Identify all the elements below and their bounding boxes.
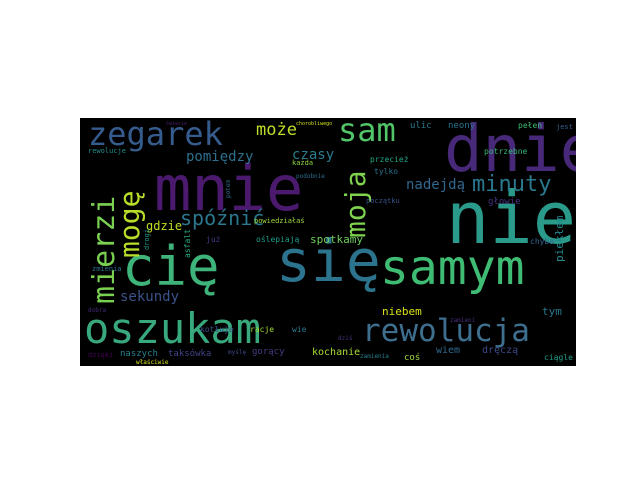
word-zamienia: zamienia	[360, 353, 389, 360]
word-ulic: ulic	[410, 121, 432, 131]
word-wiem: wiem	[436, 345, 461, 356]
word-racje: racje	[250, 325, 275, 334]
word-swiecie: świecie	[166, 121, 188, 127]
word-rewolucje: rewolucje	[88, 147, 126, 155]
word-tylko: tylko	[374, 167, 399, 176]
word-przeciez: przecież	[370, 155, 409, 164]
word-dnie: dnie	[444, 118, 576, 187]
word-zmienia: zmienia	[92, 265, 122, 273]
word-oslepiaja: oślepiają	[256, 235, 300, 244]
word-drogi: drogi	[143, 228, 151, 250]
word-powiedzialas: powiedziałaś	[254, 217, 305, 225]
word-mysle: myślę	[228, 349, 247, 356]
word-spoznic: spóźnić	[180, 206, 265, 230]
word-potrzebne: potrzebne	[484, 147, 528, 156]
word-nie: nie	[446, 176, 576, 260]
word-tym: tym	[542, 305, 562, 318]
word-taksowka: taksówka	[168, 349, 212, 359]
word-naszych: naszych	[120, 349, 158, 359]
word-dzieki: dzięki	[88, 351, 114, 359]
word-potem: potem	[225, 179, 232, 198]
word-nadejda: nadejdą	[406, 177, 466, 193]
word-pomiedzy: pomiędzy	[186, 149, 254, 165]
word-sie: się	[276, 227, 381, 295]
word-zamieni: zamieni	[450, 317, 476, 324]
word-czasy: czasy	[292, 147, 335, 163]
word-chyba: chyba	[530, 237, 555, 246]
word-chorobliwego: chorobliwego	[296, 121, 333, 127]
word-moze: może	[256, 120, 297, 140]
word-podobnie: podobnie	[296, 173, 325, 180]
word-jest: jest	[556, 123, 573, 131]
word-glowie: głowie	[488, 197, 521, 207]
word-kazda: każda	[292, 159, 314, 167]
word-wlasciwie: właściwie	[136, 359, 169, 366]
word-niebem: niebem	[382, 305, 422, 318]
word-neony: neony	[448, 121, 476, 131]
word-drecza: dręczą	[482, 345, 519, 356]
word-cloud: nie mnie dnie się cię samym oszukam rewo…	[80, 118, 576, 366]
word-sam: sam	[338, 118, 396, 149]
word-samym: samym	[380, 240, 525, 296]
word-ciagle: ciągle	[544, 353, 573, 362]
word-cos: coś	[404, 353, 421, 363]
word-zegarek: zegarek	[88, 118, 223, 153]
word-oszukam: oszukam	[84, 304, 262, 353]
word-moge: mogę	[113, 190, 146, 258]
word-sekundy: sekundy	[120, 289, 180, 305]
word-kochanie: kochanie	[312, 347, 361, 358]
word-cie: cię	[122, 235, 220, 298]
word-asfalt: asfalt	[183, 229, 192, 258]
word-minuty: minuty	[472, 172, 552, 197]
word-spotkamy: spotkamy	[310, 233, 363, 246]
word-goracy: gorący	[252, 347, 285, 357]
word-wie: wie	[292, 325, 307, 334]
word-dzis: dziś	[338, 335, 353, 342]
word-pieklem: piekłem	[553, 215, 566, 262]
word-rewolucja: rewolucja	[362, 313, 530, 349]
word-gdzie: gdzie	[146, 219, 183, 233]
word-pelen: pełen	[518, 121, 543, 130]
word-dobra: dobra	[88, 307, 107, 314]
word-juz: już	[206, 235, 221, 244]
word-mnie: mnie	[154, 152, 304, 225]
word-kotluje: kotłuje	[200, 325, 234, 334]
word-poczatku: początku	[366, 197, 400, 205]
